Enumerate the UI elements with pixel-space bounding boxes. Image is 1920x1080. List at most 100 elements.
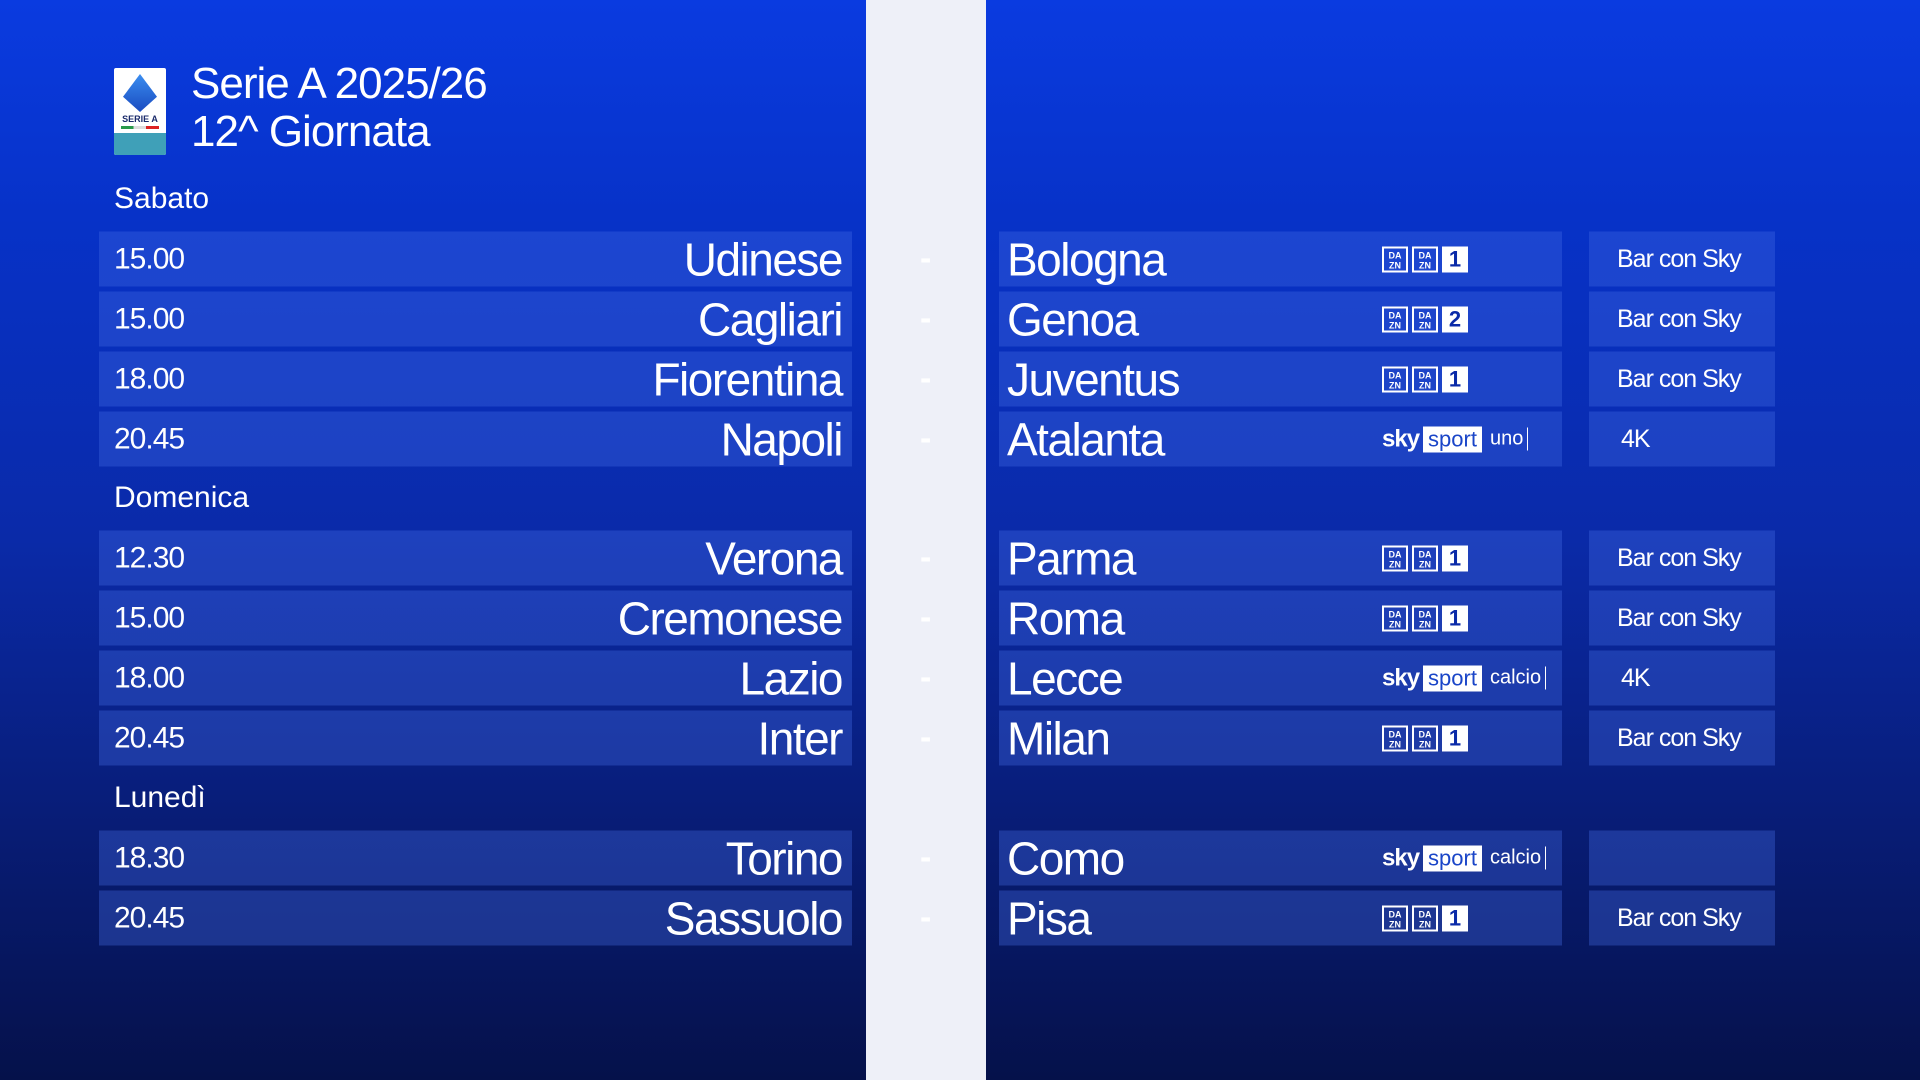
kickoff-time: 18.00 <box>114 362 185 395</box>
channel-logo: DA ZN DA ZN 1 <box>1382 366 1468 392</box>
match-row-away: Bologna DA ZN DA ZN 1 <box>999 231 1562 287</box>
away-team: Milan <box>1007 712 1111 764</box>
home-team: Udinese <box>683 233 844 285</box>
home-team: Torino <box>725 832 844 884</box>
match-row-home: 15.00 Cagliari <box>99 291 852 347</box>
match-row-home: 20.45 Napoli <box>99 411 852 467</box>
sky-channel-name: uno <box>1486 427 1529 451</box>
match-separator: - <box>920 359 932 398</box>
away-team: Pisa <box>1007 892 1092 944</box>
away-team: Bologna <box>1007 233 1167 285</box>
match-separator: - <box>920 239 932 278</box>
match-row-home: 15.00 Cremonese <box>99 590 852 646</box>
match-row-away: Milan DA ZN DA ZN 1 <box>999 710 1562 766</box>
dazn-icon: DA ZN <box>1382 366 1408 392</box>
dazn-icon: DA ZN <box>1382 545 1408 571</box>
match-row-home: 20.45 Inter <box>99 710 852 766</box>
status-box: Bar con Sky <box>1589 590 1775 646</box>
channel-logo: sky sport calcio <box>1382 664 1547 692</box>
dazn-channel-number: 1 <box>1442 246 1468 272</box>
day-label: Sabato <box>114 182 210 215</box>
status-label: 4K <box>1621 663 1651 692</box>
dazn-icon: DA ZN <box>1382 905 1408 931</box>
dazn-channel-number: 1 <box>1442 725 1468 751</box>
dazn-icon: DA ZN <box>1382 246 1408 272</box>
dazn-channel-number: 1 <box>1442 545 1468 571</box>
home-team: Fiorentina <box>652 353 843 405</box>
kickoff-time: 15.00 <box>114 242 185 275</box>
status-label: 4K <box>1621 424 1651 453</box>
match-separator: - <box>920 898 932 937</box>
away-team: Como <box>1007 832 1125 884</box>
status-label: Bar con Sky <box>1617 304 1742 333</box>
dazn-icon: DA ZN <box>1412 246 1438 272</box>
match-row-home: 18.00 Lazio <box>99 650 852 706</box>
match-separator: - <box>920 838 932 877</box>
home-team: Sassuolo <box>664 892 844 944</box>
status-label: Bar con Sky <box>1617 364 1742 393</box>
match-row-away: Juventus DA ZN DA ZN 1 <box>999 351 1562 407</box>
kickoff-time: 18.00 <box>114 661 185 694</box>
sky-logo: sky <box>1382 844 1420 871</box>
channel-logo: DA ZN DA ZN 1 <box>1382 905 1468 931</box>
sky-channel-name: calcio <box>1486 846 1547 870</box>
match-row-home: 20.45 Sassuolo <box>99 890 852 946</box>
channel-logo: DA ZN DA ZN 1 <box>1382 545 1468 571</box>
status-box: Bar con Sky <box>1589 710 1775 766</box>
away-team: Atalanta <box>1007 413 1165 465</box>
day-label: Domenica <box>114 481 250 514</box>
dazn-channel-number: 1 <box>1442 605 1468 631</box>
status-label: Bar con Sky <box>1617 723 1742 752</box>
match-separator: - <box>920 658 932 697</box>
match-row-away: Genoa DA ZN DA ZN 2 <box>999 291 1562 347</box>
kickoff-time: 15.00 <box>114 302 185 335</box>
status-box: 4K <box>1589 411 1775 467</box>
match-row-home: 15.00 Udinese <box>99 231 852 287</box>
status-box: Bar con Sky <box>1589 890 1775 946</box>
day-label: Lunedì <box>114 781 206 814</box>
status-box: 4K <box>1589 650 1775 706</box>
match-row-away: Parma DA ZN DA ZN 1 <box>999 530 1562 586</box>
left-panel <box>0 0 866 1080</box>
match-row-home: 12.30 Verona <box>99 530 852 586</box>
channel-logo: DA ZN DA ZN 2 <box>1382 306 1468 332</box>
dazn-icon: DA ZN <box>1412 366 1438 392</box>
match-row-away: Pisa DA ZN DA ZN 1 <box>999 890 1562 946</box>
right-panel <box>986 0 1920 1080</box>
match-separator: - <box>920 419 932 458</box>
dazn-icon: DA ZN <box>1412 605 1438 631</box>
home-team: Lazio <box>739 652 844 704</box>
dazn-icon: DA ZN <box>1382 605 1408 631</box>
match-separator: - <box>920 299 932 338</box>
channel-logo: DA ZN DA ZN 1 <box>1382 246 1468 272</box>
home-team: Cagliari <box>698 293 843 345</box>
status-label: Bar con Sky <box>1617 244 1742 273</box>
dazn-icon: DA ZN <box>1412 545 1438 571</box>
away-team: Lecce <box>1007 652 1124 704</box>
channel-logo: DA ZN DA ZN 1 <box>1382 725 1468 751</box>
match-row-away: Roma DA ZN DA ZN 1 <box>999 590 1562 646</box>
kickoff-time: 20.45 <box>114 721 185 754</box>
away-team: Juventus <box>1007 353 1181 405</box>
status-box <box>1589 830 1775 886</box>
sport-logo: sport <box>1423 426 1482 452</box>
home-team: Inter <box>757 712 843 764</box>
match-separator: - <box>920 718 932 757</box>
status-label: Bar con Sky <box>1617 603 1742 632</box>
status-label: Bar con Sky <box>1617 903 1742 932</box>
page-title: Serie A 2025/26 12^ Giornata <box>191 60 488 156</box>
dazn-icon: DA ZN <box>1412 905 1438 931</box>
channel-logo: sky sport calcio <box>1382 844 1547 872</box>
home-team: Verona <box>705 532 843 584</box>
status-box: Bar con Sky <box>1589 351 1775 407</box>
home-team: Napoli <box>720 413 844 465</box>
match-row-away: Como sky sport calcio <box>999 830 1562 886</box>
match-separator: - <box>920 598 932 637</box>
dazn-icon: DA ZN <box>1382 306 1408 332</box>
match-row-away: Atalanta sky sport uno <box>999 411 1562 467</box>
dazn-icon: DA ZN <box>1412 725 1438 751</box>
away-team: Parma <box>1007 532 1136 584</box>
status-box: Bar con Sky <box>1589 530 1775 586</box>
kickoff-time: 20.45 <box>114 422 185 455</box>
match-row-home: 18.30 Torino <box>99 830 852 886</box>
